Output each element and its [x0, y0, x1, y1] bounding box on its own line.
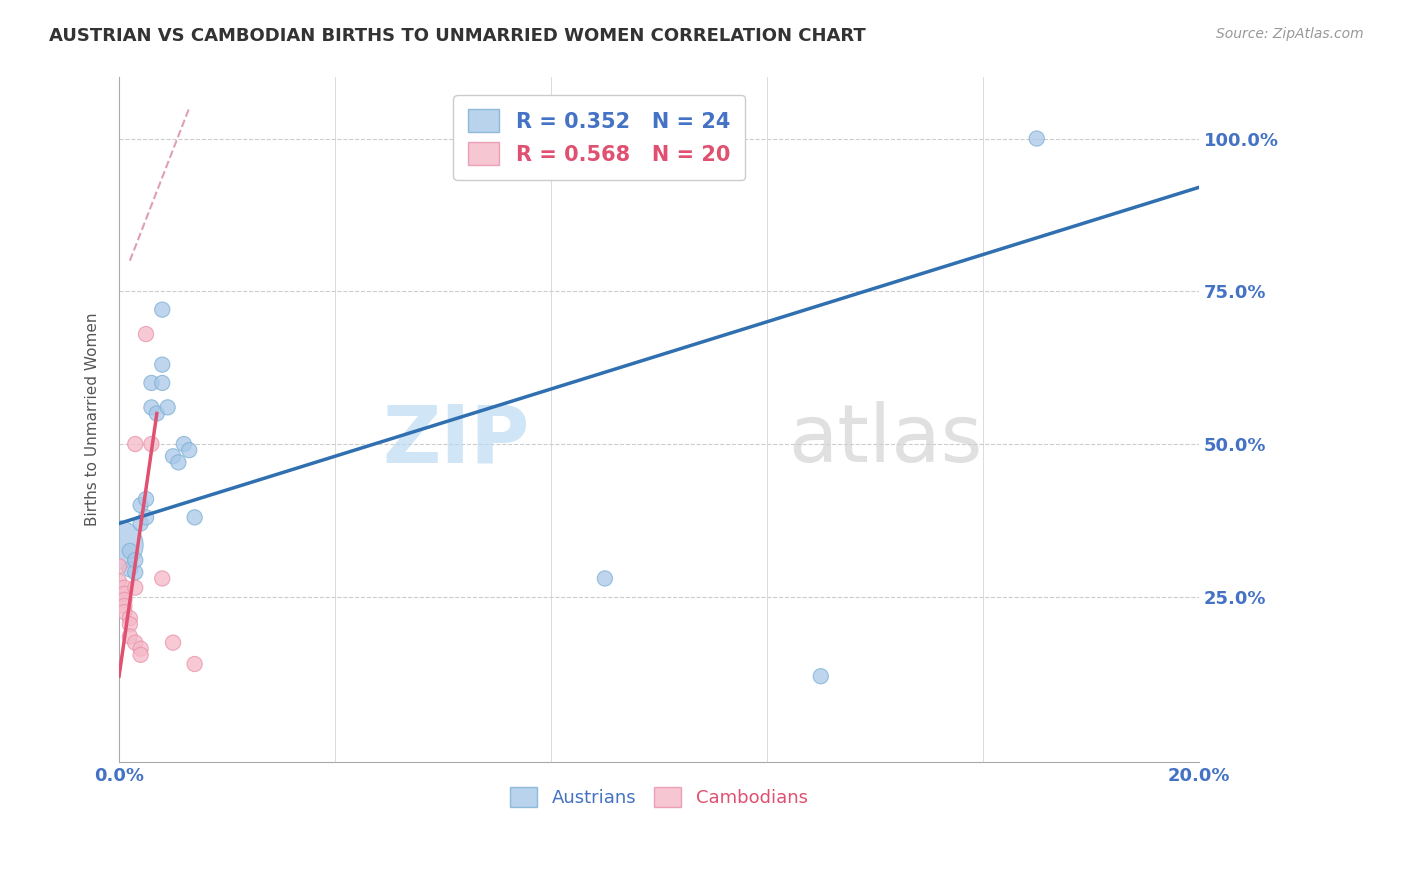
Point	[141, 401, 163, 415]
Point	[124, 635, 146, 649]
Point	[135, 510, 157, 524]
Point	[108, 574, 131, 589]
Point	[118, 562, 141, 576]
Point	[135, 491, 157, 506]
Point	[150, 376, 173, 390]
Point	[118, 611, 141, 625]
Point	[183, 510, 205, 524]
Point	[129, 648, 152, 662]
Legend: Austrians, Cambodians: Austrians, Cambodians	[503, 780, 815, 814]
Point	[156, 401, 179, 415]
Point	[124, 581, 146, 595]
Point	[114, 592, 136, 607]
Point	[124, 566, 146, 580]
Point	[118, 630, 141, 644]
Point	[150, 358, 173, 372]
Point	[1025, 131, 1047, 145]
Point	[124, 553, 146, 567]
Point	[129, 641, 152, 656]
Point	[179, 443, 201, 458]
Point	[141, 437, 163, 451]
Point	[124, 437, 146, 451]
Point	[118, 617, 141, 632]
Point	[129, 498, 152, 512]
Text: AUSTRIAN VS CAMBODIAN BIRTHS TO UNMARRIED WOMEN CORRELATION CHART: AUSTRIAN VS CAMBODIAN BIRTHS TO UNMARRIE…	[49, 27, 866, 45]
Point	[810, 669, 832, 683]
Point	[135, 327, 157, 342]
Y-axis label: Births to Unmarried Women: Births to Unmarried Women	[86, 313, 100, 526]
Point	[114, 581, 136, 595]
Text: atlas: atlas	[789, 401, 983, 479]
Point	[593, 572, 616, 586]
Point	[108, 538, 131, 552]
Point	[114, 587, 136, 601]
Point	[162, 635, 184, 649]
Point	[173, 437, 195, 451]
Point	[150, 302, 173, 317]
Point	[108, 559, 131, 574]
Point	[118, 544, 141, 558]
Text: Source: ZipAtlas.com: Source: ZipAtlas.com	[1216, 27, 1364, 41]
Point	[183, 657, 205, 671]
Text: ZIP: ZIP	[382, 401, 529, 479]
Point	[114, 605, 136, 619]
Point	[129, 516, 152, 531]
Point	[150, 572, 173, 586]
Point	[146, 407, 169, 421]
Point	[141, 376, 163, 390]
Point	[114, 599, 136, 613]
Point	[162, 450, 184, 464]
Point	[167, 455, 190, 469]
